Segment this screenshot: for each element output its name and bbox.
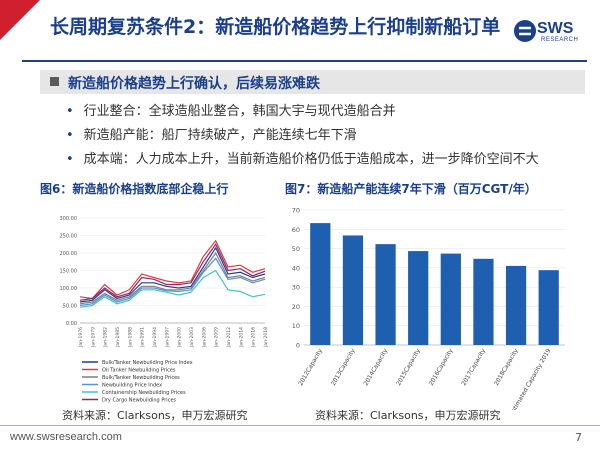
legend-label: Dry Cargo Newbuilding Prices — [102, 398, 177, 404]
y-tick-label: 300.00 — [60, 216, 78, 222]
x-tick-label: Jan-2016 — [251, 327, 257, 348]
x-tick-label: 2018Capacity — [493, 347, 520, 387]
bullet-text: 成本端：人力成本上升，当前新造船价格仍低于造船成本，进一步降价空间不大 — [83, 152, 539, 167]
title-divider — [22, 60, 587, 62]
section-title: 新造船价格趋势上行确认，后续易涨难跌 — [68, 76, 320, 92]
footer-divider — [0, 425, 600, 426]
series-line — [79, 239, 266, 300]
bullet-item: • 行业整合：全球造船业整合，韩国大宇与现代造船合并 — [66, 100, 396, 119]
x-tick-label: Jan-1976 — [78, 327, 84, 348]
page-number: 7 — [575, 431, 582, 444]
x-tick-label: 2014Capacity — [362, 347, 389, 387]
slide-title: 长周期复苏条件2：新造船价格趋势上行抑制新船订单 — [50, 16, 501, 38]
y-tick-label: 250.00 — [60, 234, 78, 240]
x-tick-label: Jan-1979 — [90, 327, 96, 348]
square-bullet-icon — [50, 77, 59, 86]
series-line — [79, 251, 266, 305]
x-tick-label: 2013Capacity — [330, 347, 357, 387]
bar — [473, 258, 494, 345]
y-tick-label: 0.00 — [66, 321, 77, 327]
x-tick-label: Jan-2003 — [189, 327, 195, 348]
y-tick-label: 60 — [292, 226, 300, 234]
legend-label: Bulk/Tanker Newbuilding Price Index — [102, 360, 193, 366]
x-tick-label: 2012Capacity — [297, 347, 324, 387]
x-tick-label: Jan-1982 — [103, 327, 109, 348]
y-tick-label: 20 — [292, 303, 300, 311]
y-tick-label: 100.00 — [60, 286, 78, 292]
bullet-text: 行业整合：全球造船业整合，韩国大宇与现代造船合并 — [83, 104, 396, 119]
figure6-source: 资料来源：Clarksons，申万宏源研究 — [62, 409, 248, 422]
y-tick-label: 150.00 — [60, 269, 78, 275]
x-tick-label: Jan-2014 — [238, 327, 244, 348]
y-tick-label: 50 — [292, 245, 300, 253]
x-tick-label: Jan-2012 — [226, 327, 232, 348]
figure6-line-chart: 0.00 50.00 100.00 150.00 200.00 250.00 300.00 J… — [60, 216, 270, 404]
bar — [342, 235, 364, 345]
x-tick-label: Jan-2006 — [201, 327, 207, 348]
title-bar: 长周期复苏条件2：新造船价格趋势上行抑制新船订单 SWS RESEARCH — [0, 0, 600, 62]
logo-text: SWS — [537, 20, 574, 37]
bullet-text: 新造船产能：船厂持续破产，产能连续七年下滑 — [83, 128, 357, 143]
legend-label: Oil Tanker Newbuilding Prices — [102, 368, 176, 374]
section-header: 新造船价格趋势上行确认，后续易涨难跌 — [40, 70, 585, 94]
y-tick-label: 40 — [292, 264, 300, 272]
bar — [440, 253, 461, 345]
x-tick-label: 2015Capacity — [395, 347, 422, 387]
red-corner-decoration — [0, 0, 40, 40]
figure7-source: 资料来源：Clarksons，申万宏源研究 — [315, 409, 501, 422]
x-tick-label: Jan-2009 — [214, 327, 220, 348]
figure6-title: 图6：新造船价格指数底部企稳上行 — [40, 182, 229, 196]
y-tick-label: 200.00 — [60, 251, 78, 257]
bar — [375, 244, 396, 345]
y-tick-label: 30 — [292, 284, 300, 292]
x-tick-label: Jan-1988 — [127, 327, 133, 348]
footer-url-link[interactable]: www.swsresearch.com — [10, 431, 122, 443]
bullet-dot-icon: • — [66, 128, 74, 143]
x-tick-label: Jan-1985 — [115, 327, 121, 348]
x-tick-label: Jan-1997 — [164, 327, 170, 348]
bullet-dot-icon: • — [66, 152, 74, 167]
bullet-item: • 新造船产能：船厂持续破产，产能连续七年下滑 — [66, 124, 357, 143]
series-line — [79, 257, 266, 307]
bullet-item: • 成本端：人力成本上升，当前新造船价格仍低于造船成本，进一步降价空间不大 — [66, 148, 539, 167]
legend-label: Newbuilding Price Index — [102, 383, 162, 389]
y-tick-label: 70 — [292, 207, 300, 215]
bar — [310, 223, 331, 345]
x-tick-label: 2016Capacity — [428, 347, 455, 387]
y-tick-label: 0 — [296, 342, 300, 350]
x-tick-label: Jan-2018 — [263, 327, 269, 348]
y-tick-label: 10 — [292, 322, 300, 330]
logo-subtext: RESEARCH — [541, 37, 579, 43]
x-tick-label: 2017Capacity — [460, 347, 487, 387]
x-tick-label: Jan-1991 — [140, 327, 146, 348]
x-tick-label: Jan-2000 — [177, 327, 183, 348]
legend-label: Containership Newbuilding Prices — [102, 390, 186, 396]
series-line — [79, 243, 266, 301]
bar — [538, 270, 559, 345]
figure7-title: 图7：新造船产能连续7年下滑（百万CGT/年） — [285, 182, 537, 196]
bar — [505, 265, 527, 345]
y-tick-label: 50.00 — [63, 304, 77, 310]
bar — [408, 251, 429, 345]
sws-logo-icon — [514, 20, 536, 42]
series-line — [79, 269, 266, 308]
bullet-dot-icon: • — [66, 104, 74, 119]
x-tick-label: Jan-1994 — [152, 327, 158, 348]
series-line — [79, 246, 266, 303]
legend-label: Bulk/Tanker Newbuilding Prices — [102, 375, 180, 381]
